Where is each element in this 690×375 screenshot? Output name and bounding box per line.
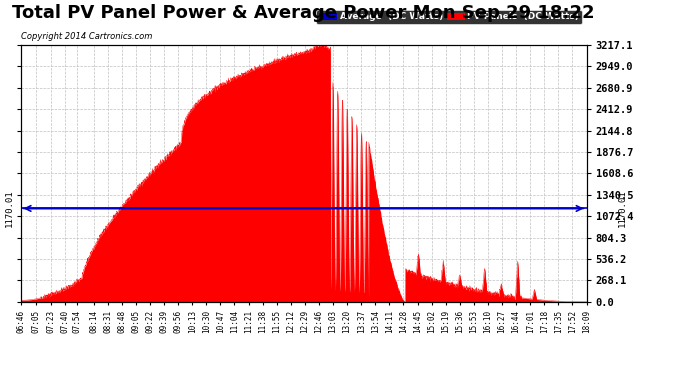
Text: Total PV Panel Power & Average Power Mon Sep 29 18:22: Total PV Panel Power & Average Power Mon… <box>12 4 595 22</box>
Text: Copyright 2014 Cartronics.com: Copyright 2014 Cartronics.com <box>21 32 152 41</box>
Text: 1170.01: 1170.01 <box>618 190 627 227</box>
Text: 1170.01: 1170.01 <box>5 190 14 227</box>
Legend: Average  (DC Watts), PV Panels  (DC Watts): Average (DC Watts), PV Panels (DC Watts) <box>316 10 582 24</box>
